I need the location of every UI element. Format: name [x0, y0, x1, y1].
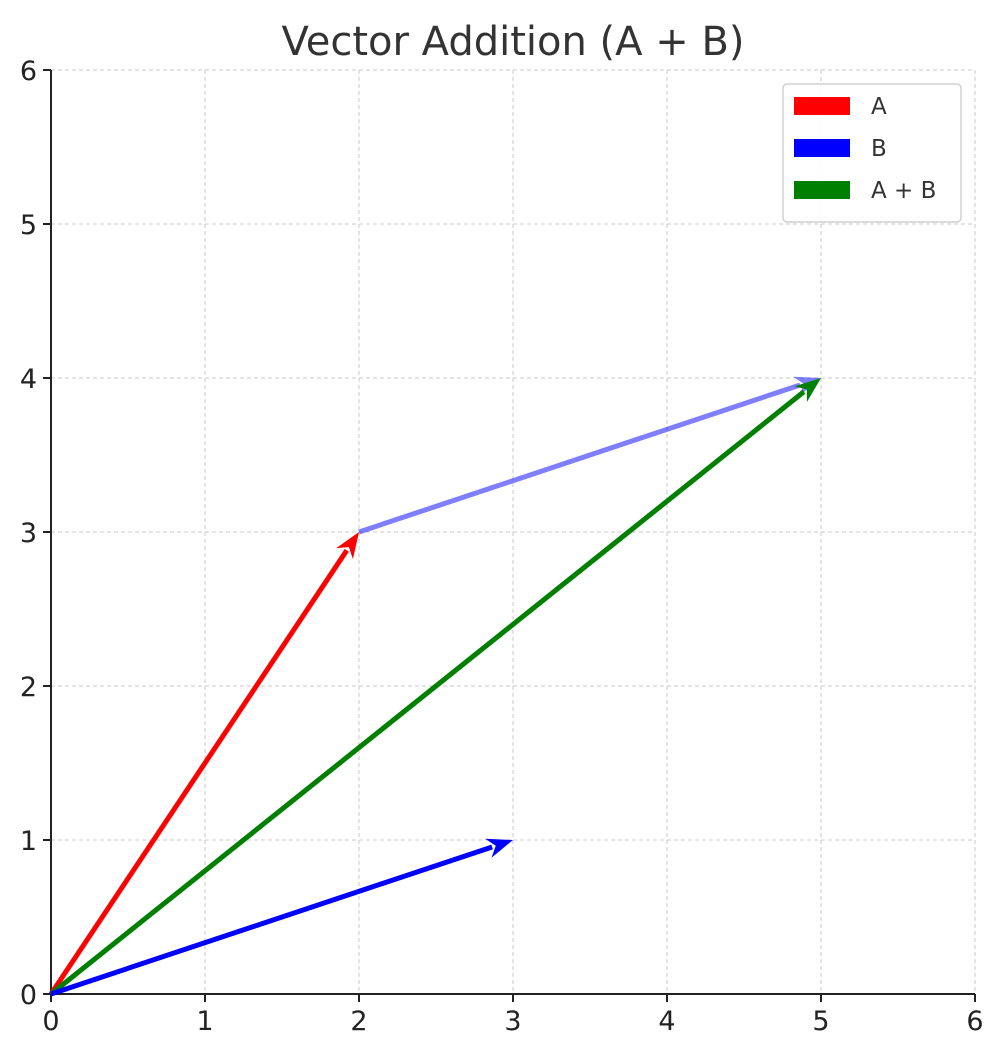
vector-b-head [485, 838, 513, 858]
y-tick-label-5: 5 [20, 210, 37, 241]
x-tick-label-5: 5 [812, 1006, 829, 1037]
y-tick-label-4: 4 [20, 364, 37, 395]
x-tick-label-0: 0 [42, 1006, 59, 1037]
legend-swatch-a-b [794, 181, 850, 199]
y-tick-label-1: 1 [20, 826, 37, 857]
legend-swatch-a [794, 97, 850, 115]
y-tick-label-6: 6 [20, 56, 37, 87]
x-tick-label-4: 4 [658, 1006, 675, 1037]
vector-a-b [49, 378, 821, 996]
x-tick-label-2: 2 [350, 1006, 367, 1037]
legend: AB A + B [782, 83, 962, 223]
y-tick-label-2: 2 [20, 672, 37, 703]
vector-a-b-head [794, 378, 821, 403]
legend-label-a-b: A + B [871, 178, 936, 204]
vector-a-head [336, 532, 359, 560]
vectors [48, 376, 821, 997]
grid [50, 69, 976, 995]
x-tick-label-3: 3 [504, 1006, 521, 1037]
legend-label-a: A [871, 94, 887, 120]
y-tick-label-0: 0 [20, 980, 37, 1011]
x-tick-label-6: 6 [966, 1006, 983, 1037]
chart-title: Vector Addition (A + B) [281, 19, 744, 65]
translated-vector-0-shaft [358, 382, 801, 535]
y-tick-label-3: 3 [20, 518, 37, 549]
translated-vector-0 [358, 376, 821, 535]
legend-label-b: B [871, 136, 887, 162]
vector-a-shaft [48, 548, 349, 996]
vector-b [50, 838, 513, 997]
vector-a-b-shaft [49, 389, 806, 996]
vector-a [48, 532, 359, 996]
legend-swatch-b [794, 139, 850, 157]
vector-b-shaft [50, 844, 493, 997]
tick-labels: 0 1 2 3 4 5 6 0 1 2 3 4 5 6 [20, 56, 984, 1037]
x-tick-label-1: 1 [196, 1006, 213, 1037]
